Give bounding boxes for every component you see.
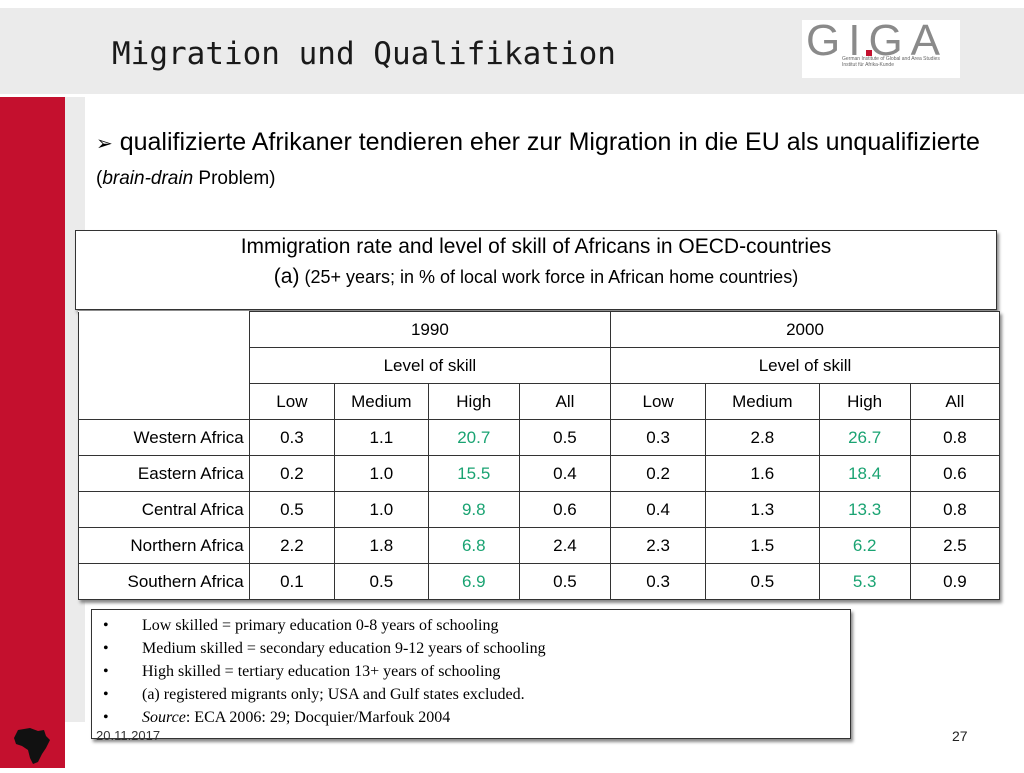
value-cell: 0.5 <box>518 563 612 600</box>
value-cell: 0.9 <box>909 563 1001 600</box>
source-label: Source <box>142 709 186 726</box>
value-cell: 0.2 <box>248 455 336 492</box>
africa-map-svg <box>14 728 50 764</box>
high-skill-value-cell: 13.3 <box>818 491 911 528</box>
note-source: Source: ECA 2006: 29; Docquier/Marfouk 2… <box>92 706 850 729</box>
region-cell: Eastern Africa <box>78 455 250 492</box>
value-cell: 1.0 <box>334 455 429 492</box>
skill-col-all: All <box>909 383 1001 420</box>
value-cell: 0.8 <box>909 419 1001 456</box>
note-item: High skilled = tertiary education 13+ ye… <box>92 660 850 683</box>
caption-line2: (a) (25+ years; in % of local work force… <box>76 265 996 289</box>
logo-red-square <box>866 50 872 56</box>
arrow-bullet-icon: ➢ <box>96 133 113 155</box>
year-header-1990: 1990 <box>248 311 612 348</box>
skill-table: 1990 2000 Level of skill Level of skill … <box>78 311 1001 600</box>
value-cell: 2.8 <box>705 419 820 456</box>
value-cell: 0.5 <box>705 563 820 600</box>
bullet-paren-open: ( <box>96 168 103 189</box>
bullet-text: qualifizierte Afrikaner tendieren eher z… <box>119 128 980 156</box>
region-cell: Southern Africa <box>78 563 250 600</box>
table-row: Central Africa 0.5 1.0 9.8 0.6 0.4 1.3 13.3 0.8 <box>78 491 1001 528</box>
value-cell: 1.5 <box>705 527 820 564</box>
value-cell: 0.1 <box>248 563 336 600</box>
value-cell: 0.6 <box>909 455 1001 492</box>
level-header-row: Level of skill Level of skill <box>79 347 1000 384</box>
value-cell: 1.3 <box>705 491 820 528</box>
value-cell: 0.2 <box>610 455 707 492</box>
source-text: : ECA 2006: 29; Docquier/Marfouk 2004 <box>185 709 451 726</box>
high-skill-value-cell: 5.3 <box>818 563 911 600</box>
value-cell: 2.5 <box>909 527 1001 564</box>
left-red-bar <box>0 97 65 722</box>
page-number: 27 <box>952 728 968 744</box>
note-item: Low skilled = primary education 0-8 year… <box>92 614 850 637</box>
region-cell: Northern Africa <box>78 527 250 564</box>
value-cell: 0.3 <box>610 563 707 600</box>
high-skill-value-cell: 6.2 <box>818 527 911 564</box>
value-cell: 2.3 <box>610 527 707 564</box>
caption-footnote-marker: (a) <box>273 265 300 288</box>
logo-letters: GIGA <box>806 16 949 65</box>
value-cell: 0.4 <box>518 455 612 492</box>
value-cell: 2.4 <box>518 527 612 564</box>
value-cell: 1.6 <box>705 455 820 492</box>
value-cell: 1.0 <box>334 491 429 528</box>
value-cell: 0.3 <box>248 419 336 456</box>
note-item: (a) registered migrants only; USA and Gu… <box>92 683 850 706</box>
value-cell: 0.4 <box>610 491 707 528</box>
africa-map-icon <box>0 722 65 768</box>
slide-date: 20.11.2017 <box>96 728 161 743</box>
table-row: Eastern Africa 0.2 1.0 15.5 0.4 0.2 1.6 18.4 0.6 <box>78 455 1001 492</box>
high-skill-value-cell: 26.7 <box>818 419 911 456</box>
main-bullet: ➢ qualifizierte Afrikaner tendieren eher… <box>96 126 996 195</box>
value-cell: 1.8 <box>334 527 429 564</box>
skill-col-high: High <box>818 383 911 420</box>
value-cell: 1.1 <box>334 419 429 456</box>
level-header-2000: Level of skill <box>610 347 1000 384</box>
notes-list: Low skilled = primary education 0-8 year… <box>92 614 850 729</box>
value-cell: 0.5 <box>518 419 612 456</box>
year-header-row: 1990 2000 <box>78 311 1000 420</box>
region-cell: Central Africa <box>78 491 250 528</box>
caption-line2-rest: (25+ years; in % of local work force in … <box>299 267 799 287</box>
high-skill-value-cell: 15.5 <box>427 455 520 492</box>
high-skill-value-cell: 9.8 <box>427 491 520 528</box>
top-strip <box>0 0 1024 8</box>
bullet-paren-italic: brain-drain <box>102 168 194 189</box>
bullet-paren-rest: Problem) <box>193 168 276 189</box>
skill-col-medium: Medium <box>705 383 820 420</box>
skill-col-high: High <box>427 383 520 420</box>
high-skill-value-cell: 18.4 <box>818 455 911 492</box>
level-header-1990: Level of skill <box>248 347 612 384</box>
value-cell: 0.3 <box>610 419 707 456</box>
region-cell: Western Africa <box>78 419 250 456</box>
table-row: Northern Africa 2.2 1.8 6.8 2.4 2.3 1.5 6.2 2.5 <box>78 527 1001 564</box>
table-caption: Immigration rate and level of skill of A… <box>75 230 997 310</box>
value-cell: 0.5 <box>248 491 336 528</box>
caption-line1: Immigration rate and level of skill of A… <box>240 235 832 258</box>
high-skill-value-cell: 6.8 <box>427 527 520 564</box>
table-row: Southern Africa 0.1 0.5 6.9 0.5 0.3 0.5 5.3 0.9 <box>78 563 1001 600</box>
skill-col-medium: Medium <box>334 383 429 420</box>
skill-col-low: Low <box>248 383 336 420</box>
high-skill-value-cell: 20.7 <box>427 419 520 456</box>
giga-logo: GIGA German Institute of Global and Area… <box>802 16 960 78</box>
slide-title: Migration und Qualifikation <box>112 36 616 72</box>
notes-box: Low skilled = primary education 0-8 year… <box>91 609 851 739</box>
year-header-2000: 2000 <box>610 311 1000 348</box>
value-cell: 0.5 <box>334 563 429 600</box>
note-item: Medium skilled = secondary education 9-1… <box>92 637 850 660</box>
skill-col-all: All <box>518 383 612 420</box>
table-row: Western Africa 0.3 1.1 20.7 0.5 0.3 2.8 26.7 0.8 <box>78 419 1001 456</box>
value-cell: 2.2 <box>248 527 336 564</box>
value-cell: 0.8 <box>909 491 1001 528</box>
high-skill-value-cell: 6.9 <box>427 563 520 600</box>
skill-col-low: Low <box>610 383 707 420</box>
corner-cell <box>78 311 250 420</box>
logo-subtitle: German Institute of Global and Area Stud… <box>842 56 940 68</box>
skill-header-row: Low Medium High All Low Medium High All <box>79 383 1001 420</box>
value-cell: 0.6 <box>518 491 612 528</box>
